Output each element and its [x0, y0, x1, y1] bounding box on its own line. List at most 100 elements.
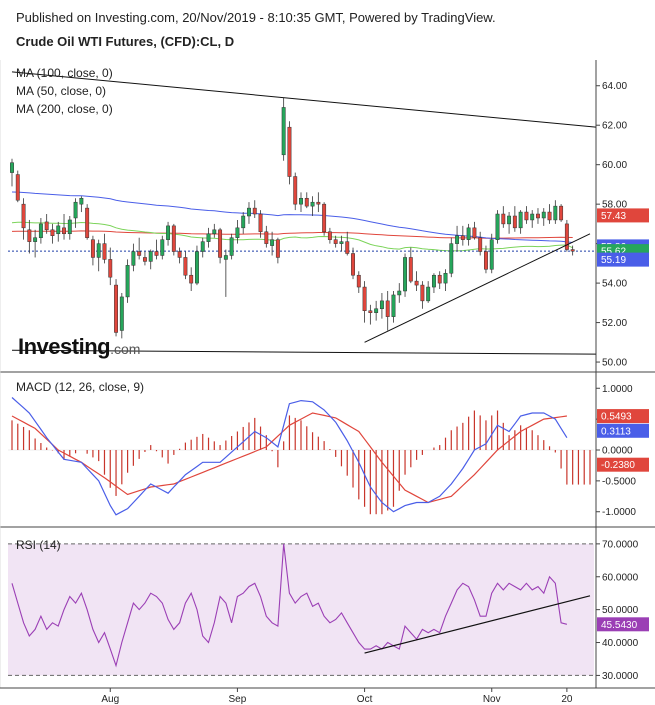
candle-body [131, 251, 136, 266]
candle-body [299, 197, 303, 205]
price-tick-label: 64.00 [602, 81, 627, 92]
candle-body [218, 229, 223, 258]
price-value-tag [597, 208, 649, 223]
candle-body [385, 300, 390, 317]
candle-body [108, 259, 113, 278]
candle-body [102, 243, 107, 260]
candle-body [420, 284, 425, 302]
candle-body [154, 251, 159, 256]
candle-body [397, 290, 402, 296]
candle-body [379, 300, 384, 310]
candle-body [507, 215, 512, 225]
legend-ma100: MA (100, close, 0) [16, 66, 113, 80]
candle-body [351, 253, 355, 276]
rsi-trendline [364, 595, 591, 654]
candle-body [44, 221, 49, 231]
candle-body [403, 257, 407, 292]
candle-body [437, 274, 442, 284]
price-value-tag [597, 252, 649, 267]
macd-value-tag [597, 423, 649, 438]
macd-value-tag-text: -0.2380 [601, 460, 635, 471]
candle-body [38, 223, 43, 238]
candle-body [212, 229, 217, 235]
macd-value-tag [597, 457, 649, 472]
candle-body [223, 255, 228, 260]
candle-body [408, 257, 413, 282]
candle-body [293, 176, 298, 205]
candle-body [536, 213, 540, 219]
x-tick-label: Nov [483, 694, 501, 705]
candle-body [119, 296, 124, 331]
candle-body [195, 251, 199, 284]
rsi-line [11, 543, 568, 668]
candle-body [247, 207, 251, 217]
candle-body [455, 235, 460, 244]
candle-body [235, 227, 240, 238]
candle-body [206, 233, 211, 242]
macd-value-tag [597, 409, 649, 424]
price-tick-label: 58.00 [602, 200, 627, 211]
candle-body [56, 225, 61, 235]
logo-suffix: .com [110, 341, 141, 357]
candle-body [96, 243, 101, 258]
candle-body [449, 243, 454, 274]
macd-tick-label: -1.0000 [602, 507, 636, 518]
candle-body [33, 237, 38, 242]
candle-body [443, 272, 448, 284]
candle-body [322, 203, 327, 233]
rsi-tick-label: 60.0000 [602, 572, 639, 583]
logo-main: Investing [18, 334, 111, 359]
candle-body [374, 308, 379, 313]
legend-ma50: MA (50, close, 0) [16, 84, 107, 98]
trendline-upper [11, 71, 596, 128]
candle-body [85, 207, 90, 238]
candle-body [50, 229, 55, 236]
candle-body [114, 284, 118, 333]
candle-body [183, 257, 188, 276]
candle-body [10, 162, 14, 173]
candle-body [339, 241, 344, 244]
price-tick-label: 52.00 [602, 318, 627, 329]
price-value-tag-text: 57.43 [601, 211, 626, 222]
price-tick-label: 62.00 [602, 121, 627, 132]
candle-body [125, 265, 130, 298]
price-tick-label: 50.00 [602, 358, 627, 369]
candle-body [304, 197, 309, 207]
candle-body [90, 239, 95, 258]
candle-body [484, 251, 488, 270]
published-note: Published on Investing.com, 20/Nov/2019 … [16, 10, 496, 25]
candle-body [177, 251, 182, 258]
rsi-tick-label: 70.0000 [602, 539, 639, 550]
candle-body [166, 225, 171, 240]
candle-body [142, 257, 147, 262]
candle-body [27, 229, 32, 242]
price-tick-label: 60.00 [602, 160, 627, 171]
candle-body [414, 280, 419, 286]
candle-body [160, 239, 165, 256]
candle-body [287, 126, 292, 177]
x-tick-label: Aug [101, 694, 119, 705]
macd-value-tag-text: 0.5493 [601, 412, 632, 423]
candle-body [258, 213, 263, 233]
candle-body [137, 251, 142, 256]
candle-body [15, 174, 20, 201]
price-value-tag-text: 55.19 [601, 255, 626, 266]
candle-body [530, 213, 535, 221]
ma100-line [11, 191, 573, 243]
rsi-band [8, 543, 594, 676]
x-tick-label: Oct [357, 694, 373, 705]
x-tick-label: Sep [229, 694, 247, 705]
candle-body [73, 201, 78, 219]
candle-body [512, 215, 517, 229]
candle-body [489, 239, 494, 270]
candle-body [391, 294, 396, 317]
candle-body [345, 241, 350, 254]
candle-body [252, 207, 257, 215]
candle-body [368, 310, 373, 313]
candle-body [495, 213, 500, 240]
macd-signal-line [11, 412, 567, 504]
candle-body [264, 231, 269, 244]
candle-body [21, 203, 26, 229]
candle-body [171, 225, 176, 252]
candle-body [518, 211, 523, 229]
